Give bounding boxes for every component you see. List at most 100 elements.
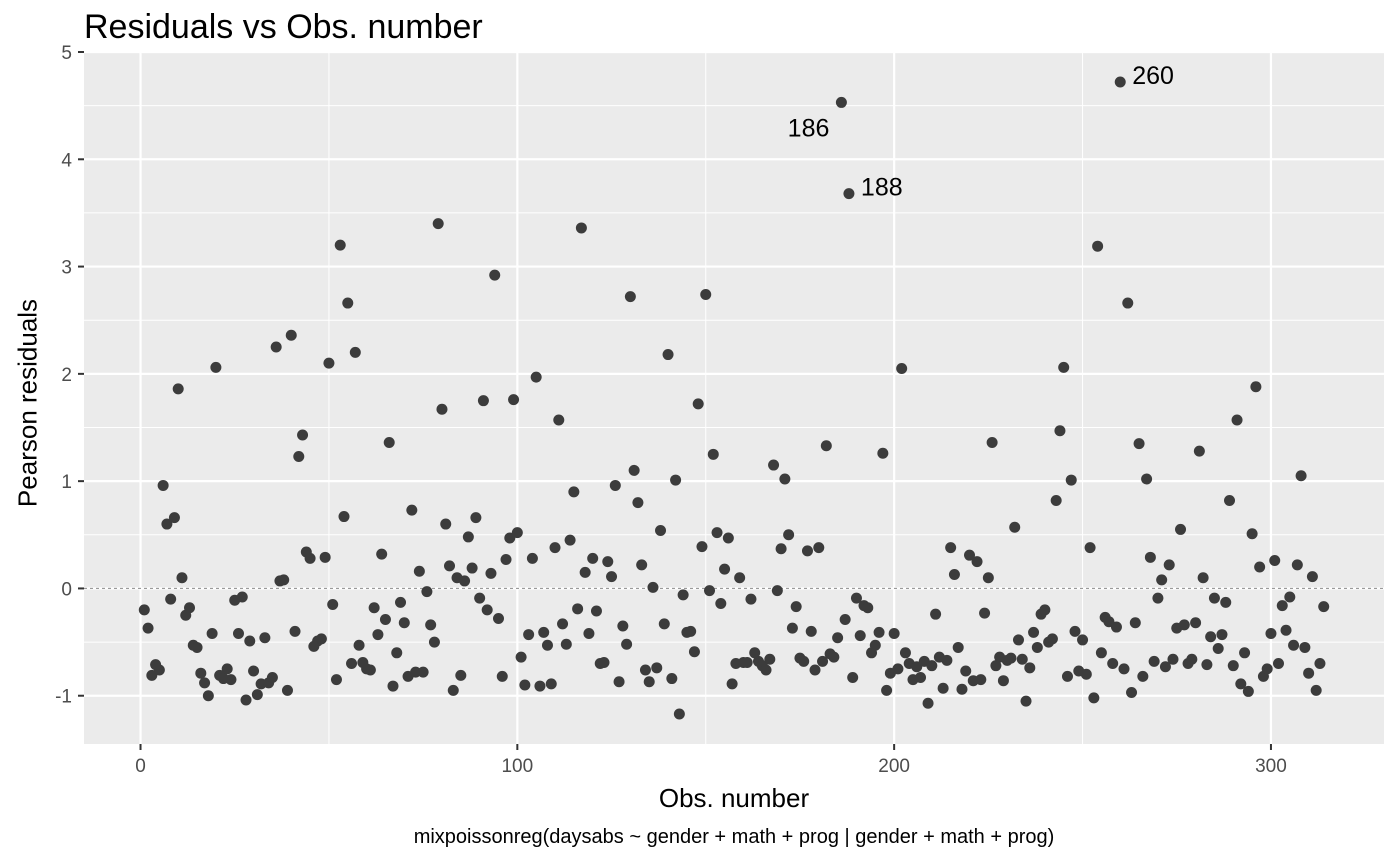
data-point: [839, 614, 851, 626]
data-point: [372, 629, 384, 641]
data-point: [1303, 667, 1315, 679]
data-point: [319, 551, 331, 563]
data-point: [662, 349, 674, 361]
data-point: [281, 684, 293, 696]
data-point: [1129, 617, 1141, 629]
data-point: [688, 646, 700, 658]
data-point: [899, 647, 911, 659]
data-point: [1208, 592, 1220, 604]
point-annotation: 188: [861, 174, 903, 202]
data-point: [395, 596, 407, 608]
data-point: [428, 636, 440, 648]
data-point: [783, 529, 795, 541]
data-point: [583, 627, 595, 639]
data-point: [937, 682, 949, 694]
data-point: [602, 556, 614, 568]
data-point: [240, 694, 252, 706]
data-point: [1235, 678, 1247, 690]
data-point: [643, 676, 655, 688]
data-point: [560, 638, 572, 650]
data-point: [1175, 523, 1187, 535]
data-point: [745, 593, 757, 605]
data-point: [1148, 655, 1160, 667]
data-point: [236, 591, 248, 603]
data-point: [251, 689, 263, 701]
data-point: [948, 568, 960, 580]
data-point: [172, 383, 184, 395]
data-point: [383, 437, 395, 449]
data-point: [342, 297, 354, 309]
data-point: [579, 566, 591, 578]
data-point: [1224, 494, 1236, 506]
data-point: [1016, 653, 1028, 665]
y-tick-label: 3: [61, 258, 72, 279]
data-point: [1265, 627, 1277, 639]
data-point: [1050, 494, 1062, 506]
data-point: [440, 518, 452, 530]
data-point: [338, 511, 350, 523]
data-point: [221, 663, 233, 675]
data-point: [485, 567, 497, 579]
data-point: [1288, 639, 1300, 651]
data-point: [1280, 624, 1292, 636]
data-point: [655, 524, 667, 536]
data-point: [327, 599, 339, 611]
data-point: [945, 542, 957, 554]
data-point: [715, 597, 727, 609]
data-point: [1095, 647, 1107, 659]
data-point: [1020, 695, 1032, 707]
data-point: [364, 664, 376, 676]
data-point: [1118, 663, 1130, 675]
data-point: [1107, 658, 1119, 670]
data-point: [534, 680, 546, 692]
data-point: [1201, 659, 1213, 671]
data-point: [368, 602, 380, 614]
data-point: [696, 541, 708, 553]
data-point: [206, 627, 218, 639]
data-point: [621, 638, 633, 650]
data-point: [892, 663, 904, 675]
data-point: [161, 518, 173, 530]
data-point: [1205, 631, 1217, 643]
data-point: [1141, 473, 1153, 485]
data-point: [711, 527, 723, 539]
data-point: [685, 625, 697, 637]
y-tick-label: 1: [61, 472, 72, 493]
data-point: [1077, 634, 1089, 646]
data-point: [749, 647, 761, 659]
data-point: [417, 666, 429, 678]
data-point: [813, 542, 825, 554]
data-point: [820, 440, 832, 452]
data-point: [707, 448, 719, 460]
chart-title: Residuals vs Obs. number: [84, 8, 483, 46]
data-point: [199, 677, 211, 689]
data-point: [1227, 660, 1239, 672]
data-point: [184, 602, 196, 614]
data-point: [722, 532, 734, 544]
data-point: [477, 395, 489, 407]
data-point: [817, 655, 829, 667]
data-point: [960, 665, 972, 677]
data-point: [330, 674, 342, 686]
data-point: [986, 437, 998, 449]
data-point: [658, 618, 670, 630]
data-point: [760, 664, 772, 676]
y-tick-label: 4: [61, 150, 72, 171]
data-point: [843, 188, 855, 200]
data-point: [1276, 600, 1288, 612]
data-point: [564, 534, 576, 546]
data-point: [1178, 619, 1190, 631]
data-point: [1318, 601, 1330, 613]
data-point: [1299, 641, 1311, 653]
data-point: [1114, 76, 1126, 88]
data-point: [632, 497, 644, 509]
data-point: [202, 690, 214, 702]
data-point: [964, 549, 976, 561]
data-point: [734, 572, 746, 584]
data-point: [1024, 662, 1036, 674]
data-point: [553, 414, 565, 426]
data-point: [606, 571, 618, 583]
data-point: [447, 684, 459, 696]
data-point: [168, 512, 180, 524]
y-tick-label: 0: [61, 579, 72, 600]
